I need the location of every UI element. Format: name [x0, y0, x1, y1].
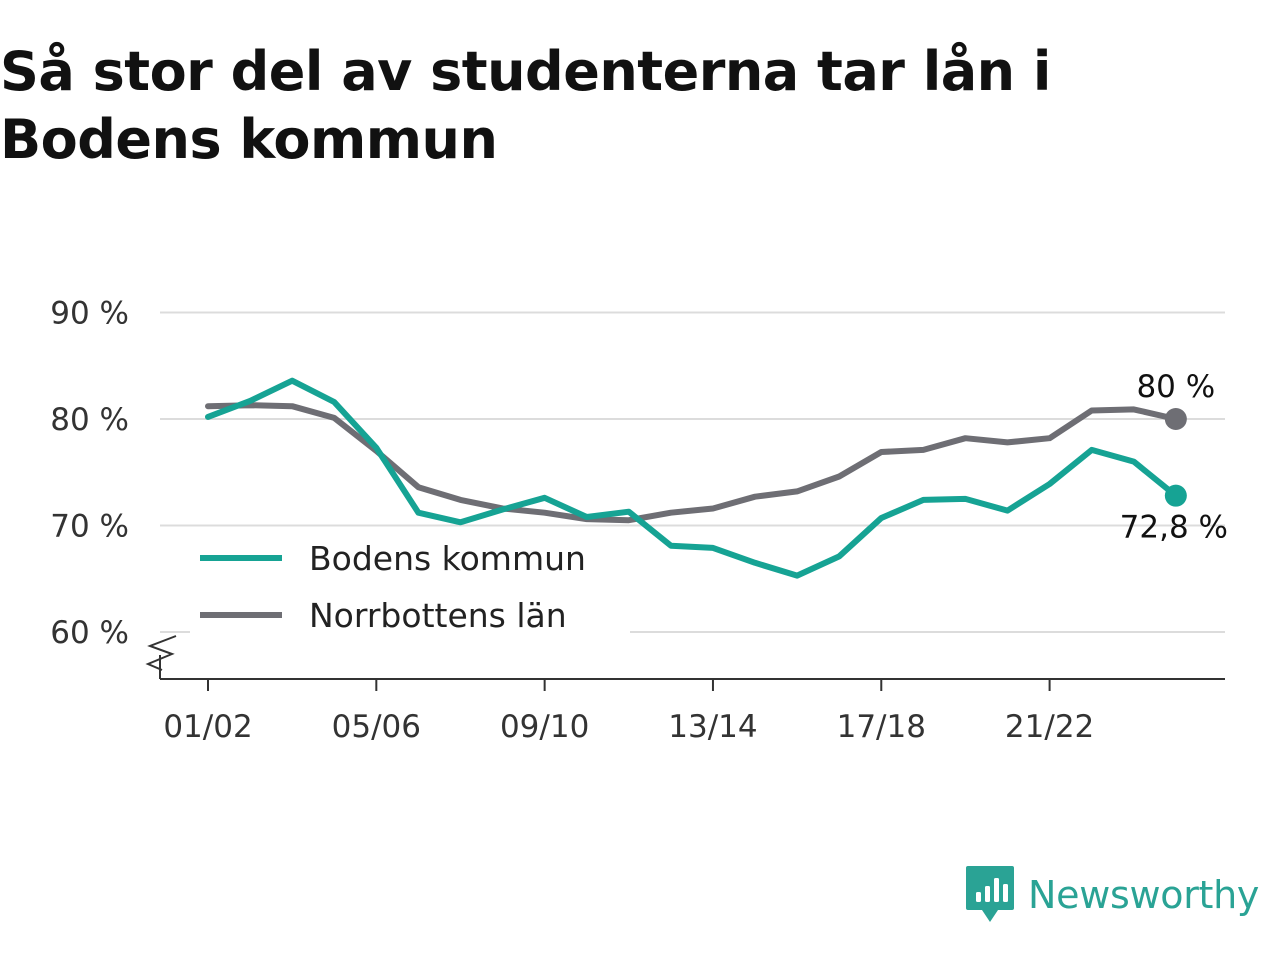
y-tick-label: 90 % [50, 296, 129, 332]
brand-logo: Newsworthy [964, 864, 1259, 926]
y-tick-label: 60 % [50, 615, 129, 651]
end-value-label: 72,8 % [1120, 510, 1228, 546]
line-chart: 60 % 70 % 80 % 90 % 01/02 05/06 09/10 13/14 17/… [50, 296, 1228, 746]
legend-label: Bodens kommun [309, 539, 586, 578]
axes [145, 635, 1225, 680]
end-point-marker [1164, 484, 1187, 507]
x-tick-label: 05/06 [332, 709, 421, 745]
x-tick-label: 13/14 [668, 709, 757, 745]
end-markers: 72,8 % 80 % [1120, 369, 1228, 546]
x-axis-ticks: 01/02 05/06 09/10 13/14 17/18 21/22 [163, 679, 1094, 745]
x-tick-label: 17/18 [837, 709, 926, 745]
series-line [205, 377, 1179, 579]
brand-name: Newsworthy [1028, 873, 1260, 917]
x-tick-label: 09/10 [500, 709, 589, 745]
legend-label: Norrbottens län [309, 596, 567, 635]
y-axis-break-icon [145, 635, 177, 671]
chart-title: Så stor del av studenterna tar lån i Bod… [0, 40, 1051, 171]
end-point-marker [1164, 408, 1187, 430]
y-axis-tick-labels: 60 % 70 % 80 % 90 % [50, 296, 129, 652]
y-tick-label: 70 % [50, 509, 129, 545]
x-tick-label: 01/02 [163, 709, 252, 745]
end-value-label: 80 % [1136, 369, 1215, 405]
series-lines [205, 377, 1179, 579]
series-line [205, 402, 1179, 524]
x-tick-label: 21/22 [1005, 709, 1094, 745]
legend: Bodens kommun Norrbottens län [190, 530, 630, 635]
newsworthy-logo-icon [966, 866, 1014, 922]
y-tick-label: 80 % [50, 402, 129, 438]
